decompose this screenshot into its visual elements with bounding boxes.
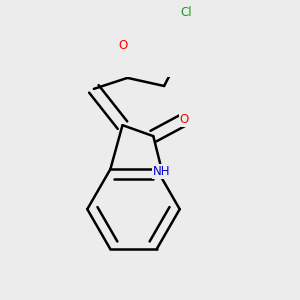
Text: NH: NH bbox=[153, 165, 171, 178]
Text: O: O bbox=[118, 39, 128, 52]
Text: Cl: Cl bbox=[180, 6, 191, 19]
Text: O: O bbox=[179, 113, 189, 126]
